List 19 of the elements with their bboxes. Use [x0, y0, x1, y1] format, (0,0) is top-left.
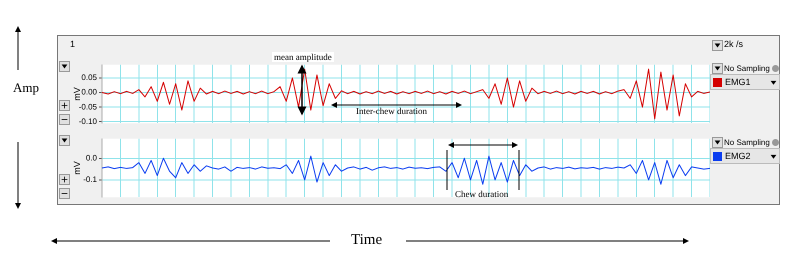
legend-label: EMG2 [725, 151, 752, 161]
y-tick-label: 0.00 [81, 88, 98, 97]
text: 2k /s [724, 39, 744, 49]
y-tick-label: -0.10 [78, 116, 98, 126]
text: Amp [13, 79, 39, 97]
legend-label: EMG1 [725, 77, 752, 87]
text: mean amplitude [272, 52, 334, 62]
y-axis-title: mV [72, 87, 82, 101]
y-axis-title: mV [72, 161, 82, 175]
text: No Sampling [724, 64, 770, 73]
annotation: Inter-chew duration [356, 106, 428, 116]
y-tick-label: -0.05 [78, 102, 98, 112]
y-tick-label: 0.0 [86, 153, 98, 162]
annotation: Chew duration [455, 189, 508, 199]
text: Time [351, 232, 382, 249]
text: 1 [70, 39, 76, 49]
y-tick-label: 0.05 [81, 73, 98, 82]
text: No Sampling [724, 138, 770, 147]
y-tick-label: -0.1 [83, 175, 98, 184]
